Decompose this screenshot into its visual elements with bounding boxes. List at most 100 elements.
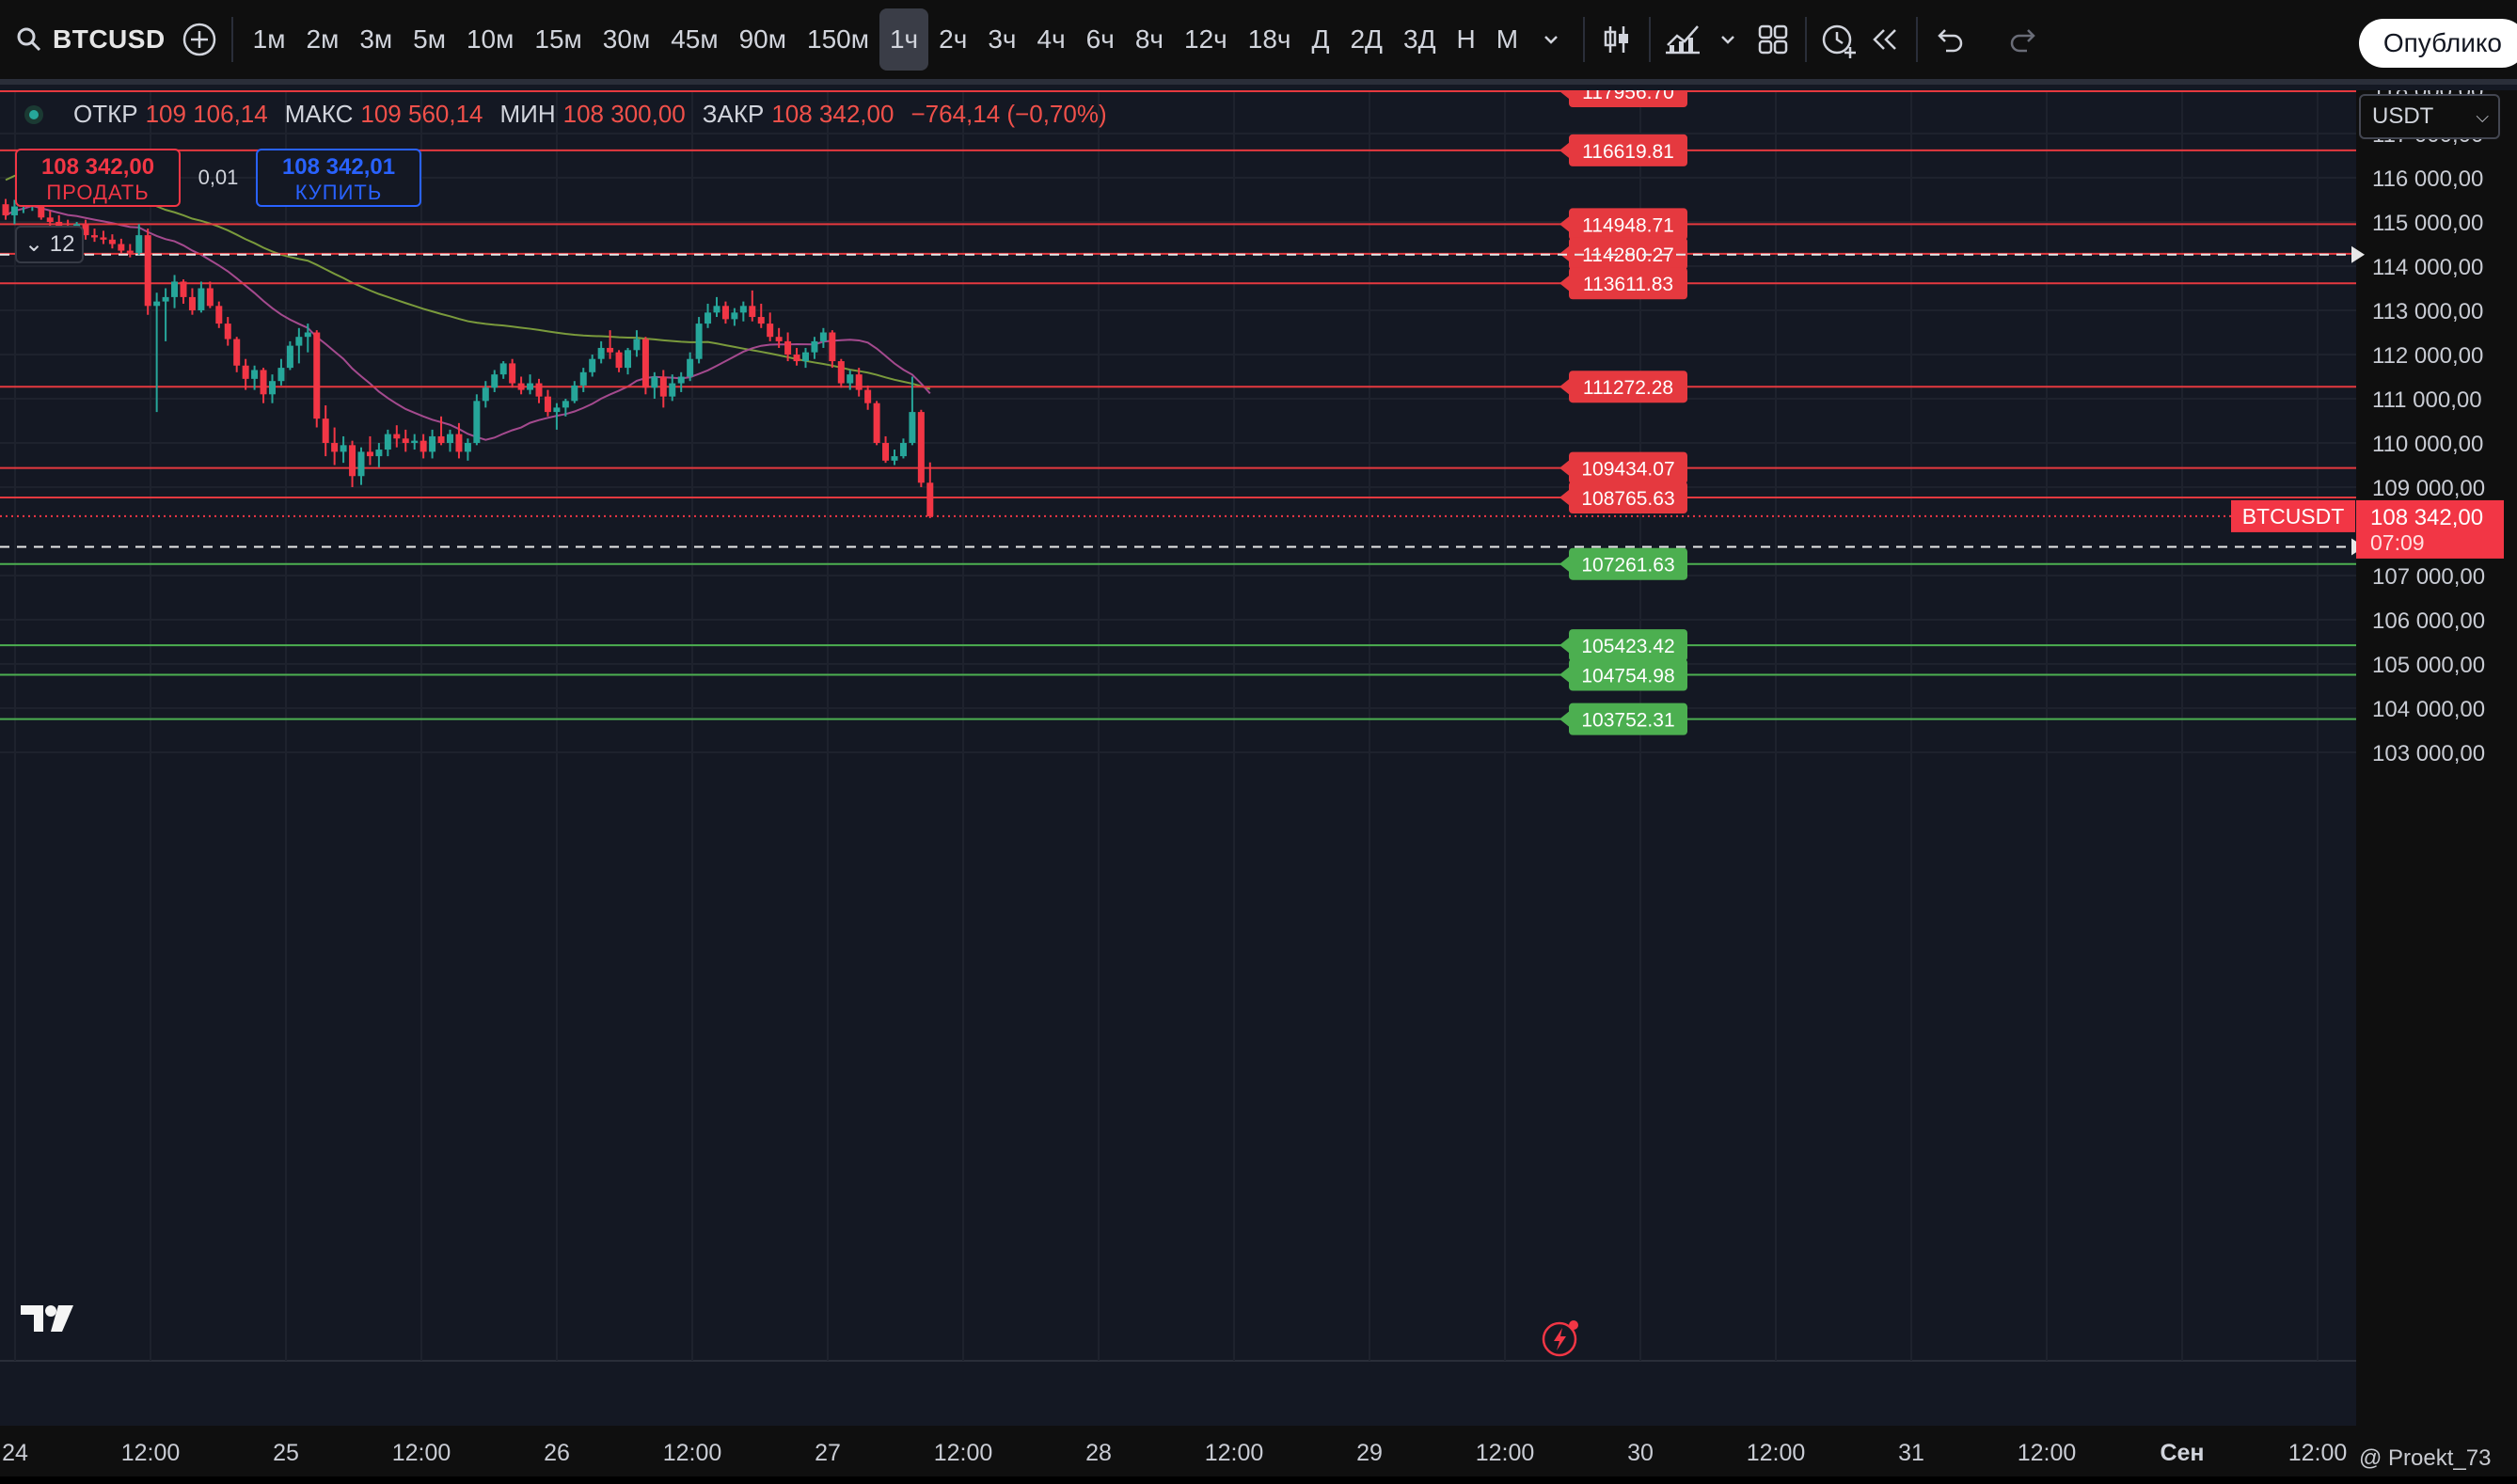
timeframe-20[interactable]: 2Д — [1350, 24, 1383, 54]
y-tick-label: 114 000,00 — [2372, 255, 2483, 280]
plot-area — [0, 90, 2356, 1476]
candle-body — [251, 370, 259, 379]
timeframe-8[interactable]: 45м — [671, 24, 719, 54]
candle-body — [473, 401, 481, 443]
resistance-level-1-tag — [1569, 90, 1687, 108]
timeframe-12[interactable]: 2ч — [939, 24, 968, 54]
timeframe-14[interactable]: 4ч — [1037, 24, 1066, 54]
candle-body — [46, 217, 54, 222]
timeframe-10[interactable]: 150м — [807, 24, 869, 54]
candle-body — [126, 250, 134, 253]
candle-body — [704, 312, 712, 324]
timeframe-6[interactable]: 15м — [534, 24, 582, 54]
candle-body — [669, 383, 676, 397]
timeframe-23[interactable]: М — [1496, 24, 1519, 54]
x-tick-label: 12:00 — [1476, 1440, 1535, 1466]
x-tick-label: 31 — [1898, 1440, 1924, 1466]
timeframe-4[interactable]: 5м — [413, 24, 446, 54]
candle-body — [38, 197, 45, 218]
timeframe-19[interactable]: Д — [1311, 24, 1330, 54]
search-icon — [17, 27, 41, 52]
change-value: −764,14 (−0,70%) — [910, 100, 1107, 128]
alert-icon[interactable] — [1816, 17, 1861, 62]
buy-price: 108 342,01 — [281, 154, 396, 180]
currency-select[interactable]: USDT ⌵ — [2359, 94, 2500, 139]
lightning-alert-icon[interactable] — [1539, 1317, 1584, 1366]
replay-icon[interactable] — [1861, 17, 1907, 62]
candle-body — [198, 288, 205, 310]
indicators-toggle-button[interactable]: ⌄ 12 — [15, 226, 85, 263]
candle-body — [393, 434, 401, 439]
candle-body — [224, 324, 231, 339]
timeframe-more-icon[interactable] — [1528, 17, 1574, 62]
timeframe-15[interactable]: 6ч — [1085, 24, 1115, 54]
y-tick-label: 116 000,00 — [2372, 166, 2483, 192]
timeframe-13[interactable]: 3ч — [988, 24, 1017, 54]
x-tick-label: 26 — [544, 1440, 570, 1466]
candle-body — [322, 418, 329, 443]
sell-button[interactable]: 108 342,00 ПРОДАТЬ — [15, 149, 181, 207]
add-symbol-icon[interactable] — [177, 17, 222, 62]
candle-body — [233, 339, 241, 366]
timeframe-18[interactable]: 18ч — [1247, 24, 1291, 54]
x-tick-label: 12:00 — [121, 1440, 181, 1466]
publish-button[interactable]: Опублико — [2358, 19, 2517, 68]
resistance-level-3-label: 114948.71 — [1582, 214, 1674, 236]
candles-type-icon[interactable] — [1594, 17, 1639, 62]
timeframe-17[interactable]: 12ч — [1184, 24, 1227, 54]
candle-body — [304, 332, 311, 338]
timeframe-7[interactable]: 30м — [602, 24, 651, 54]
candle-body — [91, 235, 98, 238]
timeframe-2[interactable]: 2м — [306, 24, 340, 54]
symbol-name[interactable]: BTCUSD — [53, 24, 166, 54]
candle-body — [260, 370, 267, 395]
toolbar-separator — [1583, 17, 1586, 62]
indicators-icon[interactable] — [1660, 17, 1705, 62]
candle-body — [153, 301, 161, 307]
resistance-level-1-label: 117956.70 — [1582, 90, 1674, 103]
timeframe-1[interactable]: 1м — [252, 24, 286, 54]
ma-slow-line — [5, 170, 931, 390]
support-level-2-label: 105423.42 — [1581, 636, 1674, 657]
symbol-search[interactable]: BTCUSD — [0, 0, 177, 79]
candle-body — [82, 224, 89, 236]
toolbar-separator — [230, 17, 233, 62]
candle-body — [464, 443, 471, 452]
undo-icon[interactable] — [1927, 17, 1972, 62]
timeframe-21[interactable]: 3Д — [1403, 24, 1436, 54]
candle-body — [571, 385, 578, 402]
candle-body — [215, 306, 223, 324]
buy-button[interactable]: 108 342,01 КУПИТЬ — [256, 149, 421, 207]
templates-icon[interactable] — [1750, 17, 1796, 62]
candle-body — [429, 435, 436, 452]
candle-body — [535, 383, 543, 397]
candle-body — [891, 456, 898, 461]
candle-body — [917, 412, 925, 483]
candle-body — [633, 339, 641, 351]
timeframe-9[interactable]: 90м — [738, 24, 787, 54]
timeframe-3[interactable]: 3м — [359, 24, 393, 54]
candle-body — [677, 376, 685, 384]
candle-body — [882, 443, 890, 461]
timeframe-22[interactable]: Н — [1456, 24, 1476, 54]
open-value: 109 106,14 — [145, 100, 268, 128]
tradingview-logo[interactable] — [19, 1300, 79, 1342]
y-tick-label: 115 000,00 — [2372, 211, 2483, 236]
candle-body — [384, 434, 391, 450]
indicators-more-icon[interactable] — [1705, 17, 1750, 62]
resistance-level-5-tag — [1569, 267, 1687, 300]
redo-icon[interactable] — [2001, 17, 2046, 62]
support-level-4-tag-arrow — [1559, 711, 1569, 727]
timeframe-16[interactable]: 8ч — [1134, 24, 1164, 54]
toolbar-separator — [1649, 17, 1652, 62]
candle-body — [188, 296, 196, 310]
x-tick-label: 25 — [273, 1440, 299, 1466]
x-tick-label: 27 — [815, 1440, 841, 1466]
timeframe-5[interactable]: 10м — [466, 24, 514, 54]
support-level-2-tag-arrow — [1559, 638, 1569, 654]
resistance-level-3-tag — [1569, 208, 1687, 241]
timeframe-11[interactable]: 1ч — [879, 8, 929, 71]
support-level-2-tag — [1569, 629, 1687, 662]
candle-body — [811, 340, 818, 353]
